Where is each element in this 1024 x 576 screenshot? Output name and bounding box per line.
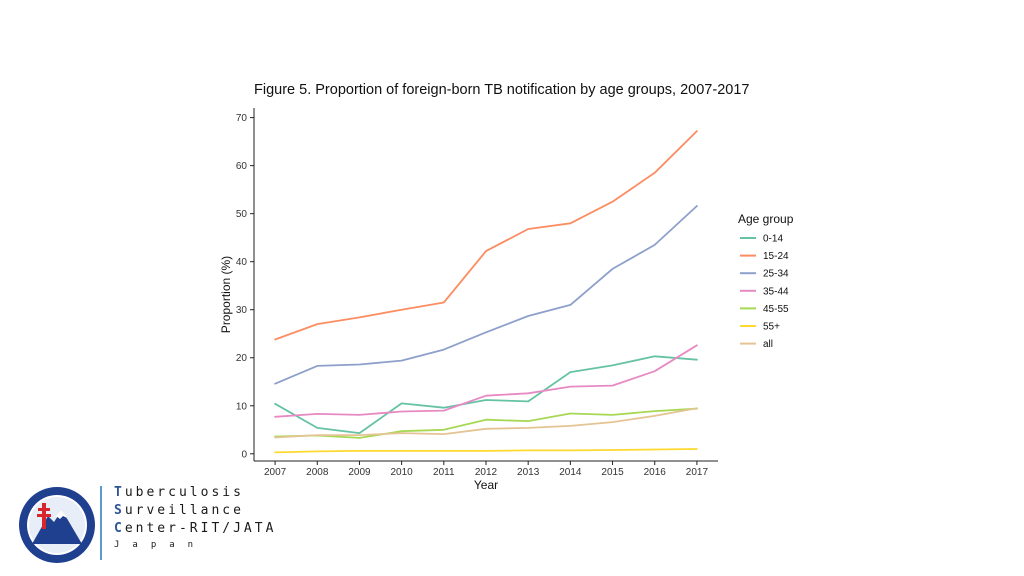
y-tick-label: 70 — [236, 113, 248, 124]
legend-label: all — [763, 339, 773, 350]
series-line-25-34 — [274, 205, 698, 385]
brand-line-2: Surveillance — [114, 503, 244, 518]
y-tick-label: 50 — [236, 209, 248, 220]
brand-line-1: Tuberculosis — [114, 485, 244, 500]
legend-label: 35-44 — [763, 286, 789, 297]
series-line-0-14 — [274, 355, 698, 435]
jata-logo — [19, 487, 95, 563]
x-tick-label: 2009 — [348, 467, 371, 478]
brand-line-3: Center-RIT/JATA — [114, 521, 277, 536]
legend-label: 55+ — [763, 322, 780, 333]
y-tick-label: 30 — [236, 305, 248, 316]
series-line-35-44 — [274, 344, 698, 418]
x-tick-label: 2015 — [601, 467, 624, 478]
series-line-45-55 — [274, 407, 698, 439]
brand-text: Tuberculosis Surveillance Center-RIT/JAT… — [114, 484, 276, 550]
x-tick-label: 2008 — [306, 467, 329, 478]
series-lines — [274, 130, 698, 454]
x-tick-label: 2012 — [475, 467, 498, 478]
series-line-55+ — [274, 448, 698, 454]
legend-label: 45-55 — [763, 304, 789, 315]
legend-label: 15-24 — [763, 251, 789, 262]
x-tick-label: 2007 — [264, 467, 287, 478]
y-tick-label: 60 — [236, 161, 248, 172]
legend-label: 25-34 — [763, 269, 789, 280]
series-line-all — [274, 407, 698, 439]
y-tick-label: 20 — [236, 353, 248, 364]
chart-title: Figure 5. Proportion of foreign-born TB … — [254, 82, 750, 98]
x-tick-label: 2011 — [433, 467, 455, 478]
legend-label: 0-14 — [763, 234, 783, 245]
x-tick-label: 2013 — [517, 467, 540, 478]
brand-country: Japan — [114, 540, 207, 550]
snowcap-icon — [56, 510, 67, 519]
legend-title: Age group — [738, 212, 794, 226]
y-axis-title: Proportion (%) — [219, 256, 233, 333]
legend: Age group 0-14 15-24 25-34 35-44 45-55 55+ all — [738, 212, 794, 350]
y-tick-label: 10 — [236, 401, 248, 412]
series-line-15-24 — [274, 130, 698, 341]
x-tick-label: 2010 — [391, 467, 414, 478]
double-cross-icon — [37, 503, 51, 529]
x-axis-title: Year — [474, 478, 498, 492]
axes: 0 10 20 30 40 50 60 70 2007 2008 2009 2010 2011 2012 2… — [219, 108, 718, 492]
mountain-icon — [32, 510, 82, 544]
x-tick-label: 2017 — [686, 467, 709, 478]
x-tick-label: 2014 — [559, 467, 582, 478]
y-tick-label: 40 — [236, 257, 248, 268]
brand-divider — [100, 486, 102, 560]
x-tick-label: 2016 — [644, 467, 667, 478]
y-tick-label: 0 — [241, 449, 247, 460]
